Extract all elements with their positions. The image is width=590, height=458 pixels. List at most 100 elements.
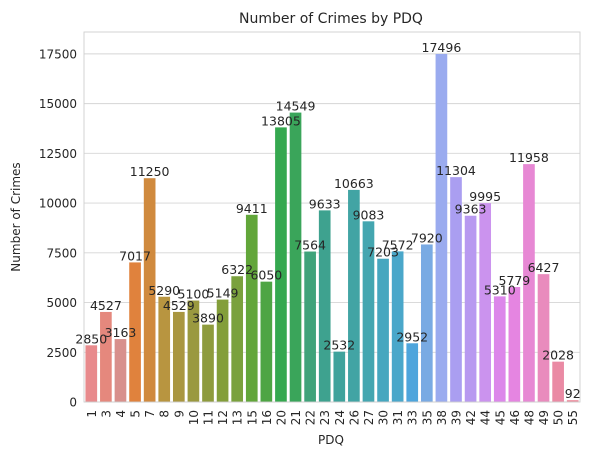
- data-label: 9363: [455, 202, 487, 217]
- x-tick-label: 15: [245, 410, 259, 425]
- bar-pdq-35: [420, 244, 433, 402]
- bar-pdq-48: [523, 164, 535, 402]
- y-tick-label: 15000: [39, 97, 77, 111]
- y-axis-label: Number of Crimes: [9, 162, 23, 271]
- data-label: 7920: [411, 230, 443, 245]
- data-label: 5290: [148, 283, 180, 298]
- bar-pdq-20: [275, 127, 287, 403]
- bar-pdq-5: [129, 262, 141, 402]
- x-tick-label: 4: [114, 410, 128, 418]
- x-tick-label: 49: [537, 410, 551, 425]
- data-label: 92: [565, 386, 581, 401]
- x-tick-label: 20: [274, 410, 288, 425]
- data-label: 2850: [75, 331, 107, 346]
- bar-pdq-7: [143, 178, 156, 402]
- bar-pdq-1: [85, 345, 98, 402]
- x-tick-label: 5: [129, 410, 143, 418]
- data-label: 10663: [334, 176, 374, 191]
- bar-pdq-46: [508, 287, 521, 402]
- bar-pdq-27: [362, 221, 375, 402]
- bar-pdq-30: [377, 258, 389, 402]
- data-label: 11304: [436, 163, 476, 178]
- bar-pdq-55: [566, 400, 579, 402]
- x-tick-label: 21: [289, 410, 303, 425]
- data-label: 3163: [105, 325, 137, 340]
- x-axis-label: PDQ: [318, 433, 344, 447]
- x-tick-label: 1: [85, 410, 99, 418]
- data-label: 9995: [469, 189, 501, 204]
- data-label: 7017: [119, 248, 151, 263]
- data-label: 6427: [528, 260, 560, 275]
- data-label: 14549: [276, 99, 316, 114]
- y-tick-label: 0: [69, 396, 77, 410]
- data-label: 17496: [422, 40, 462, 55]
- bar-pdq-12: [216, 299, 229, 402]
- data-label: 7564: [294, 238, 326, 253]
- bar-pdq-24: [333, 351, 346, 402]
- bar-pdq-22: [304, 251, 316, 402]
- x-tick-label: 42: [464, 410, 478, 425]
- bar-pdq-3: [100, 311, 112, 402]
- x-tick-label: 38: [435, 410, 449, 425]
- x-tick-label: 35: [420, 410, 434, 425]
- data-label: 5310: [484, 282, 516, 297]
- y-tick-labels: 0 2500 5000 7500 10000 12500 15000 17500: [39, 47, 77, 409]
- y-tick-label: 2500: [46, 346, 77, 360]
- data-label: 5100: [178, 287, 210, 302]
- bar-pdq-16: [260, 281, 273, 402]
- data-label: 2028: [542, 348, 574, 363]
- bar-pdq-8: [158, 296, 171, 402]
- bar-pdq-13: [231, 276, 244, 402]
- x-tick-label: 27: [362, 410, 376, 425]
- bar-pdq-39: [450, 177, 462, 402]
- x-tick-label: 11: [202, 410, 216, 425]
- chart-title: Number of Crimes by PDQ: [239, 11, 423, 27]
- x-tick-label: 26: [347, 410, 361, 425]
- y-tick-label: 7500: [46, 246, 77, 260]
- data-label: 7572: [382, 237, 414, 252]
- bar-pdq-10: [187, 300, 200, 402]
- data-label: 13805: [261, 113, 301, 128]
- bar-pdq-49: [537, 274, 550, 402]
- bar-pdq-21: [289, 112, 302, 402]
- x-tick-label: 22: [304, 410, 318, 425]
- data-label: 9411: [236, 201, 268, 216]
- data-label: 7203: [367, 245, 399, 260]
- data-label: 9633: [309, 196, 341, 211]
- data-label: 6322: [221, 262, 253, 277]
- data-label: 6050: [250, 268, 282, 283]
- plot-frame: [83, 31, 581, 403]
- y-tick-label: 10000: [39, 197, 77, 211]
- data-label: 2952: [396, 329, 428, 344]
- x-tick-label: 12: [216, 410, 230, 425]
- bar-pdq-44: [479, 203, 492, 402]
- bar-pdq-45: [493, 296, 506, 402]
- bar-pdq-23: [318, 210, 331, 402]
- data-label: 5779: [498, 273, 530, 288]
- bar-pdq-31: [391, 251, 404, 402]
- x-tick-label: 45: [493, 410, 507, 425]
- x-tick-label: 8: [158, 410, 172, 418]
- x-tick-label: 33: [406, 410, 420, 425]
- x-tick-label: 13: [231, 410, 245, 425]
- x-tick-label: 23: [318, 410, 332, 425]
- data-label: 11250: [130, 164, 170, 179]
- x-tick-label: 16: [260, 410, 274, 425]
- x-tick-labels: 1 3 4 5 7 8 9 10 11 12 13 15 16 20 21 22 23 24 26 27 30 31 33 3…: [85, 410, 580, 425]
- bar-pdq-15: [245, 214, 258, 402]
- x-tick-label: 30: [377, 410, 391, 425]
- x-tick-label: 44: [479, 410, 493, 425]
- data-label: 5149: [207, 286, 239, 301]
- x-tick-label: 7: [143, 410, 157, 418]
- data-label: 3890: [192, 311, 224, 326]
- bar-pdq-38: [435, 53, 448, 402]
- bar-pdq-26: [348, 189, 360, 402]
- data-label: 4527: [90, 298, 122, 313]
- data-label: 9083: [353, 207, 385, 222]
- x-tick-label: 9: [172, 410, 186, 418]
- y-tick-label: 17500: [39, 47, 77, 61]
- bar-pdq-33: [406, 343, 419, 402]
- x-tick-label: 3: [99, 410, 113, 418]
